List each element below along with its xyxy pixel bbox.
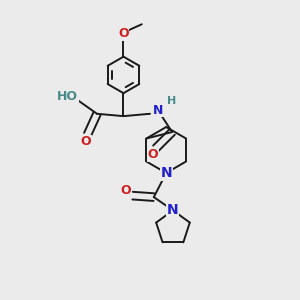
Text: O: O bbox=[148, 148, 158, 161]
Text: O: O bbox=[81, 135, 92, 148]
Text: N: N bbox=[153, 104, 164, 117]
Text: N: N bbox=[160, 166, 172, 180]
Text: H: H bbox=[167, 96, 176, 106]
Text: O: O bbox=[121, 184, 131, 197]
Text: HO: HO bbox=[57, 90, 78, 103]
Text: O: O bbox=[118, 28, 129, 40]
Text: N: N bbox=[167, 203, 179, 218]
